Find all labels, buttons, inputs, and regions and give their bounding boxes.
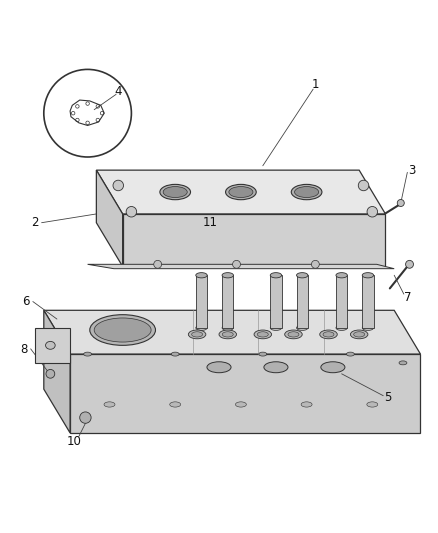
Ellipse shape: [362, 325, 374, 330]
Polygon shape: [96, 170, 385, 214]
Polygon shape: [44, 310, 70, 433]
Polygon shape: [35, 328, 70, 363]
Ellipse shape: [254, 330, 272, 339]
Ellipse shape: [207, 362, 231, 373]
Ellipse shape: [259, 352, 267, 356]
Ellipse shape: [94, 318, 151, 342]
Text: 10: 10: [67, 435, 82, 448]
Text: 4: 4: [114, 85, 122, 98]
Ellipse shape: [297, 273, 308, 278]
Ellipse shape: [399, 361, 407, 365]
Ellipse shape: [336, 273, 347, 278]
Ellipse shape: [84, 352, 92, 356]
Circle shape: [154, 260, 162, 268]
Polygon shape: [196, 275, 207, 328]
Ellipse shape: [285, 330, 302, 339]
Polygon shape: [88, 264, 394, 269]
Ellipse shape: [229, 187, 253, 198]
Ellipse shape: [196, 273, 207, 278]
Polygon shape: [270, 275, 282, 328]
Circle shape: [80, 412, 91, 423]
Ellipse shape: [222, 325, 233, 330]
Text: 5: 5: [384, 391, 391, 405]
Ellipse shape: [346, 352, 354, 356]
Ellipse shape: [236, 402, 246, 407]
Text: 11: 11: [203, 216, 218, 229]
Circle shape: [113, 180, 124, 191]
Ellipse shape: [170, 402, 180, 407]
Polygon shape: [123, 214, 385, 266]
Ellipse shape: [301, 402, 312, 407]
Circle shape: [126, 206, 137, 217]
Polygon shape: [44, 310, 420, 354]
Text: 7: 7: [403, 290, 411, 304]
Ellipse shape: [270, 325, 282, 330]
Ellipse shape: [367, 402, 378, 407]
Ellipse shape: [362, 273, 374, 278]
Circle shape: [406, 260, 413, 268]
Ellipse shape: [321, 362, 345, 373]
Ellipse shape: [350, 330, 368, 339]
Ellipse shape: [323, 332, 334, 337]
Text: 3: 3: [408, 164, 415, 176]
Ellipse shape: [264, 362, 288, 373]
Circle shape: [358, 180, 369, 191]
Ellipse shape: [226, 184, 256, 200]
Ellipse shape: [297, 325, 308, 330]
Ellipse shape: [257, 332, 268, 337]
Ellipse shape: [336, 325, 347, 330]
Polygon shape: [96, 170, 123, 266]
Ellipse shape: [46, 342, 55, 349]
Ellipse shape: [291, 184, 322, 200]
Ellipse shape: [222, 273, 233, 278]
Ellipse shape: [171, 352, 179, 356]
Ellipse shape: [288, 332, 299, 337]
Polygon shape: [362, 275, 374, 328]
Polygon shape: [70, 354, 420, 433]
Ellipse shape: [294, 187, 318, 198]
Ellipse shape: [196, 325, 207, 330]
Ellipse shape: [223, 332, 233, 337]
Circle shape: [367, 206, 378, 217]
Ellipse shape: [188, 330, 206, 339]
Circle shape: [311, 260, 319, 268]
Ellipse shape: [192, 332, 202, 337]
Text: 1: 1: [311, 78, 319, 91]
Circle shape: [233, 260, 240, 268]
Text: 2: 2: [31, 216, 39, 229]
Ellipse shape: [219, 330, 237, 339]
Circle shape: [397, 199, 404, 206]
Polygon shape: [222, 275, 233, 328]
Circle shape: [46, 369, 55, 378]
Ellipse shape: [104, 402, 115, 407]
Text: 8: 8: [21, 343, 28, 356]
Polygon shape: [297, 275, 308, 328]
Ellipse shape: [90, 314, 155, 345]
Ellipse shape: [320, 330, 337, 339]
Polygon shape: [336, 275, 347, 328]
Ellipse shape: [353, 332, 364, 337]
Ellipse shape: [163, 187, 187, 198]
Text: 6: 6: [22, 295, 30, 308]
Ellipse shape: [160, 184, 191, 200]
Ellipse shape: [270, 273, 282, 278]
